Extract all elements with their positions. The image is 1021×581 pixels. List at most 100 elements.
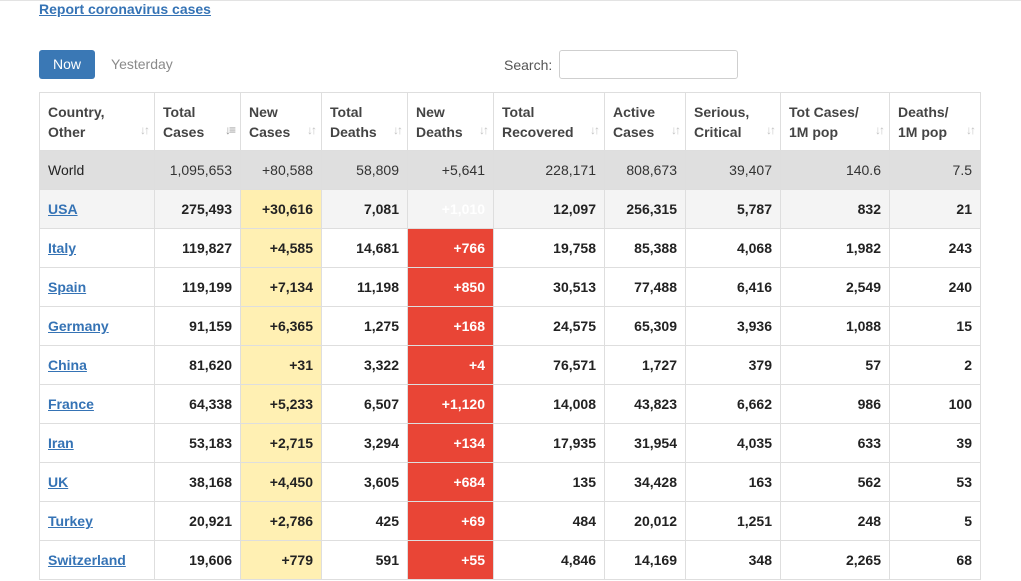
data-cell: 243 (889, 228, 981, 268)
data-cell: 14,169 (604, 540, 686, 580)
column-header[interactable]: Total Deaths ↓↑ (321, 92, 408, 151)
data-cell: 633 (780, 423, 890, 463)
table-row: UK 38,168 +4,450 3,605 +684 135 34,428 163 562 53 (39, 462, 981, 502)
sort-icon[interactable]: ↓↑ (590, 123, 600, 137)
search-label: Search: (504, 56, 553, 73)
data-cell: 119,827 (154, 228, 241, 268)
country-link[interactable]: China (48, 357, 87, 373)
data-cell: 38,168 (154, 462, 241, 502)
data-cell: +7,134 (240, 267, 322, 307)
country-cell: France (39, 384, 155, 424)
tab-now[interactable]: Now (39, 50, 96, 79)
country-cell: Spain (39, 267, 155, 307)
data-cell: +684 (407, 462, 494, 502)
country-link[interactable]: Germany (48, 318, 109, 334)
data-cell: +6,365 (240, 306, 322, 346)
data-cell: 3,605 (321, 462, 408, 502)
country-cell: World (39, 150, 155, 190)
country-cell: Italy (39, 228, 155, 268)
sort-icon[interactable]: ↓↑ (671, 123, 681, 137)
sort-icon[interactable]: ↓↑ (875, 123, 885, 137)
table-row: Switzerland 19,606 +779 591 +55 4,846 14,169 34… (39, 540, 981, 580)
column-header-line2: Critical (694, 123, 742, 140)
column-header-line2: 1M pop (789, 123, 838, 140)
table-body: World 1,095,653 +80,588 58,809 +5,641 228,171… (39, 150, 981, 580)
data-cell: 484 (493, 501, 605, 541)
data-cell: +4 (407, 345, 494, 385)
data-cell: 3,322 (321, 345, 408, 385)
column-header[interactable]: Country, Other ↓↑ (39, 92, 155, 151)
column-header-line2: Deaths (330, 123, 377, 140)
data-cell: 85,388 (604, 228, 686, 268)
country-link[interactable]: USA (48, 201, 78, 217)
column-header-line1: Tot Cases/ (789, 103, 859, 120)
column-header[interactable]: Deaths/1M pop ↓↑ (889, 92, 981, 151)
data-cell: 256,315 (604, 189, 686, 229)
sort-icon[interactable]: ↓↑ (966, 123, 976, 137)
column-header[interactable]: Total Recovered ↓↑ (493, 92, 605, 151)
column-header[interactable]: New Cases ↓↑ (240, 92, 322, 151)
data-cell: 562 (780, 462, 890, 502)
data-cell: 20,012 (604, 501, 686, 541)
column-header-line2: Other (48, 123, 86, 140)
data-cell: +134 (407, 423, 494, 463)
data-cell: 135 (493, 462, 605, 502)
sort-icon[interactable]: ↓↑ (307, 123, 317, 137)
table-row: Italy 119,827 +4,585 14,681 +766 19,758 85,388… (39, 228, 981, 268)
data-cell: 1,275 (321, 306, 408, 346)
tab-yesterday[interactable]: Yesterday (111, 56, 173, 72)
data-cell: 19,758 (493, 228, 605, 268)
data-cell: 808,673 (604, 150, 686, 190)
data-cell: 14,681 (321, 228, 408, 268)
data-cell: 68 (889, 540, 981, 580)
sort-icon[interactable]: ↓↑ (766, 123, 776, 137)
country-link[interactable]: Italy (48, 240, 77, 256)
data-cell: +850 (407, 267, 494, 307)
column-header-line1: Serious, (694, 103, 750, 120)
time-tabs: Now Yesterday (39, 50, 187, 79)
sort-icon[interactable]: ↓↑ (393, 123, 403, 137)
search-input[interactable] (559, 50, 739, 79)
report-cases-link[interactable]: Report coronavirus cases (39, 1, 211, 17)
data-cell: 1,088 (780, 306, 890, 346)
country-link[interactable]: UK (48, 474, 69, 490)
data-cell: 91,159 (154, 306, 241, 346)
column-header[interactable]: Tot Cases/1M pop ↓↑ (780, 92, 890, 151)
table-row: Iran 53,183 +2,715 3,294 +134 17,935 31,954 4,0… (39, 423, 981, 463)
country-link[interactable]: Iran (48, 435, 74, 451)
sort-icon[interactable]: ↓↑ (479, 123, 489, 137)
sort-icon[interactable]: ↓↑ (140, 123, 150, 137)
data-cell: 17,935 (493, 423, 605, 463)
data-cell: 100 (889, 384, 981, 424)
data-cell: 348 (685, 540, 781, 580)
column-header[interactable]: Active Cases ↓↑ (604, 92, 686, 151)
data-cell: 77,488 (604, 267, 686, 307)
data-cell: 275,493 (154, 189, 241, 229)
country-link[interactable]: Turkey (48, 513, 93, 529)
data-cell: 65,309 (604, 306, 686, 346)
data-cell: 1,982 (780, 228, 890, 268)
sort-icon[interactable]: ↓≡ (224, 123, 236, 137)
data-cell: 5,787 (685, 189, 781, 229)
table-row: France 64,338 +5,233 6,507 +1,120 14,008 43,82… (39, 384, 981, 424)
data-cell: +1,120 (407, 384, 494, 424)
table-row: Spain 119,199 +7,134 11,198 +850 30,513 77,488… (39, 267, 981, 307)
data-cell: +5,233 (240, 384, 322, 424)
data-cell: +168 (407, 306, 494, 346)
column-header[interactable]: Serious, Critical ↓↑ (685, 92, 781, 151)
table-row: World 1,095,653 +80,588 58,809 +5,641 228,171… (39, 150, 981, 190)
country-cell: UK (39, 462, 155, 502)
data-cell: 53,183 (154, 423, 241, 463)
country-link[interactable]: Switzerland (48, 552, 126, 568)
column-header[interactable]: Total Cases ↓≡ (154, 92, 241, 151)
column-header-line1: Deaths/ (898, 103, 949, 120)
data-cell: 7.5 (889, 150, 981, 190)
country-link[interactable]: France (48, 396, 94, 412)
column-header-line2: Deaths (416, 123, 463, 140)
data-cell: 379 (685, 345, 781, 385)
country-link[interactable]: Spain (48, 279, 87, 295)
column-header-line1: New (416, 103, 445, 120)
column-header[interactable]: New Deaths ↓↑ (407, 92, 494, 151)
data-cell: +779 (240, 540, 322, 580)
